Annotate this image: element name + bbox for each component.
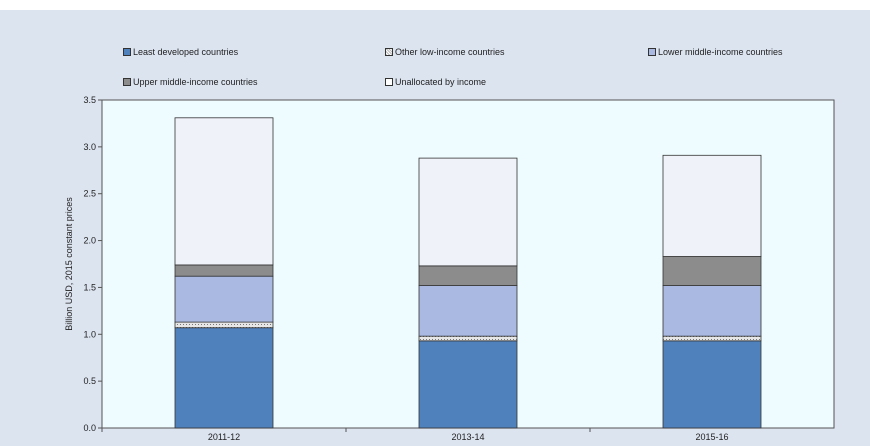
legend-label-other-low-income: Other low-income countries (395, 47, 505, 57)
legend-item-unallocated: Unallocated by income (385, 77, 486, 87)
legend-swatch-upper-middle-income (123, 78, 131, 86)
legend-swatch-other-low-income (385, 48, 393, 56)
bar-segment-2015-16-s3 (662, 256, 762, 286)
top-strip (0, 0, 870, 10)
x-category-label: 2015-16 (695, 432, 728, 442)
y-tick-label: 0.0 (83, 423, 96, 433)
bar-segment-2011-12-s2 (174, 275, 274, 323)
legend: Least developed countries Other low-inco… (0, 0, 870, 100)
x-category-label: 2011-12 (208, 432, 240, 442)
legend-label-least-developed: Least developed countries (133, 47, 239, 57)
y-tick-label: 1.0 (83, 329, 96, 339)
bar-segment-2013-14-s2 (418, 285, 518, 337)
legend-label-upper-middle-income: Upper middle-income countries (133, 77, 258, 87)
legend-swatch-least-developed (123, 48, 131, 56)
y-axis-title: Billion USD, 2015 constant prices (64, 197, 74, 331)
y-tick-label: 2.5 (83, 189, 96, 199)
bar-segment-2011-12-s0 (174, 327, 274, 429)
legend-swatch-lower-middle-income (648, 48, 656, 56)
bar-segment-2015-16-s0 (662, 340, 762, 429)
legend-item-upper-middle-income: Upper middle-income countries (123, 77, 258, 87)
bar-segment-2015-16-s4 (662, 154, 762, 257)
legend-item-lower-middle-income: Lower middle-income countries (648, 47, 783, 57)
bar-segment-2013-14-s1 (418, 335, 518, 342)
y-tick-label: 0.5 (83, 376, 96, 386)
bar-segment-2011-12-s3 (174, 264, 274, 277)
bar-segment-2011-12-s1 (174, 321, 274, 329)
bar-segment-2013-14-s4 (418, 157, 518, 267)
legend-item-other-low-income: Other low-income countries (385, 47, 505, 57)
bar-segment-2013-14-s0 (418, 340, 518, 429)
y-tick-label: 3.0 (83, 142, 96, 152)
bar-segment-2011-12-s4 (174, 117, 274, 266)
y-tick-label: 1.5 (83, 282, 96, 292)
legend-label-lower-middle-income: Lower middle-income countries (658, 47, 783, 57)
bar-segment-2015-16-s1 (662, 335, 762, 342)
bar-segment-2013-14-s3 (418, 265, 518, 286)
x-category-label: 2013-14 (451, 432, 484, 442)
legend-label-unallocated: Unallocated by income (395, 77, 487, 87)
y-tick-label: 3.5 (83, 95, 96, 105)
y-tick-label: 2.0 (83, 236, 96, 246)
bar-segment-2015-16-s2 (662, 285, 762, 337)
legend-item-least-developed: Least developed countries (123, 47, 238, 57)
legend-swatch-unallocated (385, 78, 393, 86)
